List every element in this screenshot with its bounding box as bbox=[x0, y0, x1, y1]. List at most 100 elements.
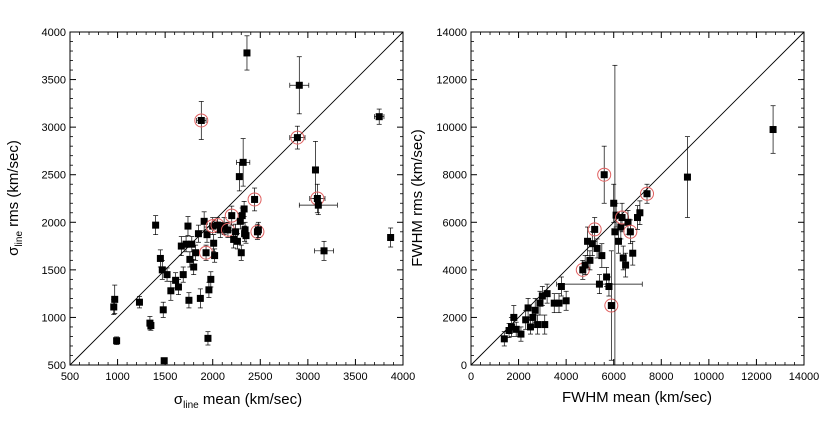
left-square-marker bbox=[293, 134, 301, 142]
left-square-marker bbox=[190, 263, 198, 271]
left-data-point bbox=[135, 296, 143, 309]
right-square-marker bbox=[614, 237, 622, 245]
right-axis-ticks: 0 2000 4000 6000 8000 10000 12000 14000 0 2000 400… bbox=[436, 27, 819, 383]
right-y-tick-label: 8000 bbox=[443, 170, 467, 182]
right-data-point bbox=[557, 276, 565, 297]
left-square-marker bbox=[196, 294, 204, 302]
right-square-marker bbox=[541, 321, 549, 329]
right-square-marker bbox=[534, 321, 542, 329]
right-square-marker bbox=[586, 256, 594, 264]
left-x-tick-label: 2000 bbox=[200, 371, 224, 383]
right-data-point bbox=[598, 243, 606, 268]
right-data-point bbox=[538, 286, 546, 306]
left-square-marker bbox=[232, 228, 240, 236]
left-y-axis-label-rest: rms (km/sec) bbox=[5, 140, 22, 231]
left-data-point bbox=[243, 35, 251, 71]
right-y-tick-label: 4000 bbox=[443, 265, 467, 277]
left-square-marker bbox=[182, 240, 190, 248]
left-data-point bbox=[242, 227, 250, 244]
left-y-tick-label: 3500 bbox=[42, 75, 66, 87]
left-data-point bbox=[289, 56, 310, 115]
right-square-marker bbox=[579, 266, 587, 274]
left-square-marker bbox=[163, 271, 171, 279]
left-square-marker bbox=[203, 231, 211, 239]
right-square-marker bbox=[562, 297, 570, 305]
left-square-marker bbox=[238, 212, 246, 220]
left-highlight-circle bbox=[250, 224, 265, 239]
left-y-axis-label-sub: line bbox=[14, 231, 25, 247]
right-data-point bbox=[769, 105, 777, 154]
left-square-marker bbox=[177, 242, 185, 250]
right-data-point bbox=[512, 321, 520, 337]
right-square-marker bbox=[538, 292, 546, 300]
left-plot-frame bbox=[69, 31, 404, 366]
right-square-marker bbox=[629, 249, 637, 257]
left-data-point bbox=[113, 336, 121, 345]
left-reference-line bbox=[69, 31, 404, 366]
left-square-marker bbox=[179, 271, 187, 279]
left-square-marker bbox=[209, 222, 217, 230]
right-square-marker bbox=[507, 323, 515, 331]
right-square-marker bbox=[595, 280, 603, 288]
left-x-tick-label: 3500 bbox=[343, 371, 367, 383]
right-square-marker bbox=[643, 190, 651, 198]
left-y-tick-label: 2000 bbox=[42, 217, 66, 229]
right-square-marker bbox=[624, 218, 632, 226]
right-data-point bbox=[622, 252, 630, 278]
left-data-point bbox=[184, 216, 192, 236]
left-data-points bbox=[110, 35, 395, 365]
left-data-point bbox=[158, 259, 166, 280]
right-data-point bbox=[541, 314, 549, 335]
right-x-tick-label: 8000 bbox=[649, 371, 673, 383]
left-square-marker bbox=[200, 217, 208, 225]
right-y-tick-label: 12000 bbox=[436, 75, 467, 87]
right-square-marker bbox=[522, 316, 530, 324]
right-square-marker bbox=[529, 313, 537, 321]
left-data-point bbox=[194, 224, 202, 243]
left-highlight-circle bbox=[247, 192, 262, 207]
left-data-point bbox=[204, 331, 212, 346]
left-data-point bbox=[194, 101, 209, 140]
right-data-point bbox=[636, 200, 644, 226]
left-square-marker bbox=[135, 298, 143, 306]
right-square-marker bbox=[611, 228, 619, 236]
left-square-marker bbox=[205, 286, 213, 294]
left-data-point bbox=[196, 288, 204, 309]
left-square-marker bbox=[236, 217, 244, 225]
left-data-point bbox=[254, 221, 262, 238]
left-square-marker bbox=[152, 221, 160, 229]
right-data-point bbox=[562, 290, 570, 311]
right-square-marker bbox=[769, 126, 777, 134]
right-data-point bbox=[555, 293, 563, 314]
left-square-marker bbox=[160, 357, 168, 365]
left-square-marker bbox=[314, 201, 322, 209]
left-y-equals-x-line bbox=[69, 31, 404, 366]
left-square-marker bbox=[194, 230, 202, 238]
left-x-tick-label: 1500 bbox=[153, 371, 177, 383]
left-data-point bbox=[179, 266, 187, 283]
left-square-marker bbox=[224, 226, 232, 234]
right-highlight-circle bbox=[623, 224, 638, 239]
left-highlight-circle bbox=[224, 208, 239, 223]
left-data-point bbox=[237, 244, 245, 261]
right-x-axis-label: FWHM mean (km/sec) bbox=[562, 389, 712, 406]
left-data-point bbox=[247, 187, 262, 212]
left-data-point bbox=[236, 138, 251, 187]
left-square-marker bbox=[216, 226, 224, 234]
left-x-axis-label-main: σ bbox=[174, 391, 184, 408]
right-highlight-circle bbox=[597, 167, 612, 182]
right-square-marker bbox=[619, 254, 627, 262]
right-reference-line bbox=[470, 31, 805, 366]
right-data-point bbox=[605, 276, 613, 297]
left-square-marker bbox=[197, 116, 205, 124]
left-square-marker bbox=[243, 49, 251, 57]
left-square-marker bbox=[242, 232, 250, 240]
right-square-marker bbox=[593, 244, 601, 252]
right-square-marker bbox=[505, 327, 513, 335]
left-x-axis-label-rest: mean (km/sec) bbox=[199, 391, 302, 408]
left-square-marker bbox=[239, 158, 247, 166]
left-data-point bbox=[156, 249, 164, 268]
left-square-marker bbox=[311, 166, 319, 174]
right-data-point bbox=[597, 145, 612, 204]
left-y-tick-label: 4000 bbox=[42, 27, 66, 39]
